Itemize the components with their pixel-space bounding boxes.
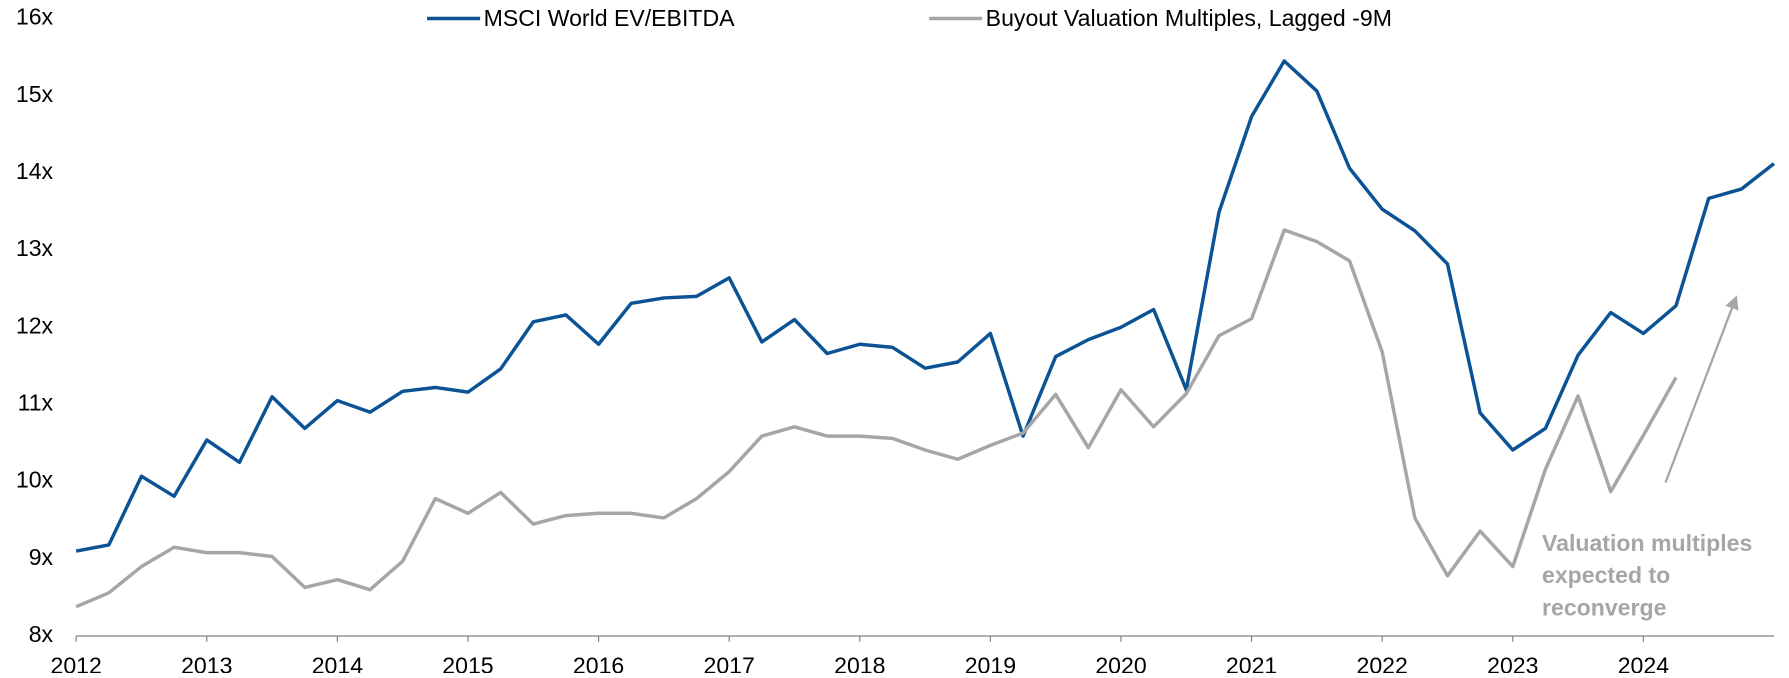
y-tick-label: 13x [16,235,54,261]
y-tick-label: 14x [16,158,54,184]
line-series [75,59,1776,553]
x-tick-label: 2017 [704,652,755,673]
x-tick-label: 2023 [1487,652,1538,673]
x-tick-label: 2013 [181,652,232,673]
y-tick-label: 12x [16,312,54,338]
x-tick-label: 2021 [1226,652,1277,673]
x-tick-label: 2020 [1095,652,1146,673]
annotation: Valuation multiples [1542,530,1752,556]
y-tick-label: 9x [29,544,54,570]
arrow [1664,295,1739,483]
x-tick-label: 2018 [834,652,885,673]
x-tick-label: 2022 [1357,652,1408,673]
annotation: reconverge [1542,595,1667,621]
y-tick-label: 15x [16,81,54,107]
y-tick-label: 8x [29,621,54,647]
legend-label: Buyout Valuation Multiples, Lagged -9M [986,5,1392,31]
y-tick-label: 11x [18,390,54,416]
x-tick-label: 2012 [51,652,102,673]
x-tick-label: 2015 [442,652,493,673]
x-tick-label: 2019 [965,652,1016,673]
x-tick-label: 2016 [573,652,624,673]
line-series [75,228,1678,609]
x-tick-label: 2014 [312,652,364,673]
x-tick-label: 2024 [1618,652,1670,673]
y-tick-label: 10x [16,467,54,493]
annotation: expected to [1542,562,1670,588]
legend-label: MSCI World EV/EBITDA [484,5,736,31]
y-tick-label: 16x [16,4,54,30]
